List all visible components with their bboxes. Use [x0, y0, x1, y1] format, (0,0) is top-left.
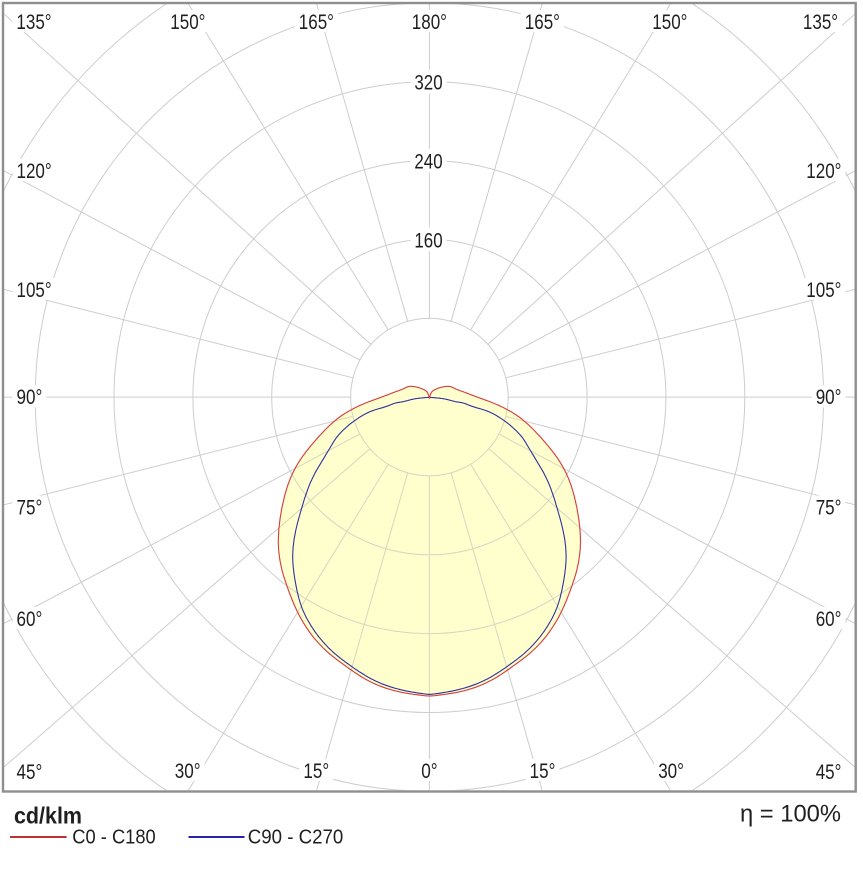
svg-text:η = 100%: η = 100%	[740, 801, 841, 828]
svg-text:cd/klm: cd/klm	[14, 803, 82, 829]
svg-text:60°: 60°	[17, 607, 43, 631]
svg-text:C90 - C270: C90 - C270	[248, 825, 343, 848]
svg-text:45°: 45°	[17, 760, 43, 784]
svg-text:160: 160	[414, 228, 442, 252]
svg-text:105°: 105°	[17, 278, 52, 302]
svg-text:180°: 180°	[412, 10, 447, 34]
svg-text:150°: 150°	[170, 10, 205, 34]
svg-text:165°: 165°	[525, 10, 560, 34]
svg-text:90°: 90°	[17, 385, 43, 409]
svg-text:165°: 165°	[299, 10, 334, 34]
svg-text:0°: 0°	[421, 759, 437, 783]
svg-text:320: 320	[414, 71, 442, 95]
svg-text:135°: 135°	[803, 10, 838, 34]
svg-text:240: 240	[414, 149, 442, 173]
svg-text:30°: 30°	[175, 759, 201, 783]
svg-text:105°: 105°	[806, 278, 841, 302]
svg-text:30°: 30°	[658, 759, 684, 783]
svg-text:90°: 90°	[816, 385, 842, 409]
svg-text:15°: 15°	[303, 759, 329, 783]
svg-text:120°: 120°	[17, 159, 52, 183]
svg-text:120°: 120°	[806, 159, 841, 183]
svg-text:45°: 45°	[816, 760, 842, 784]
svg-text:150°: 150°	[652, 10, 687, 34]
svg-text:135°: 135°	[16, 10, 51, 34]
svg-text:60°: 60°	[816, 607, 842, 631]
svg-text:C0 - C180: C0 - C180	[72, 825, 155, 848]
svg-text:75°: 75°	[17, 495, 43, 519]
svg-text:75°: 75°	[816, 495, 842, 519]
svg-text:15°: 15°	[530, 759, 556, 783]
